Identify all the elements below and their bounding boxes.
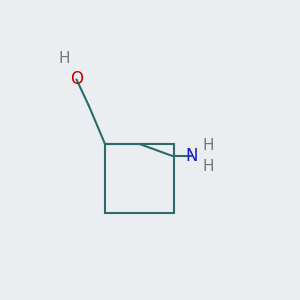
Text: O: O — [70, 70, 83, 88]
Text: H: H — [203, 138, 214, 153]
Text: N: N — [186, 147, 198, 165]
Text: H: H — [59, 51, 70, 66]
Text: H: H — [203, 159, 214, 174]
